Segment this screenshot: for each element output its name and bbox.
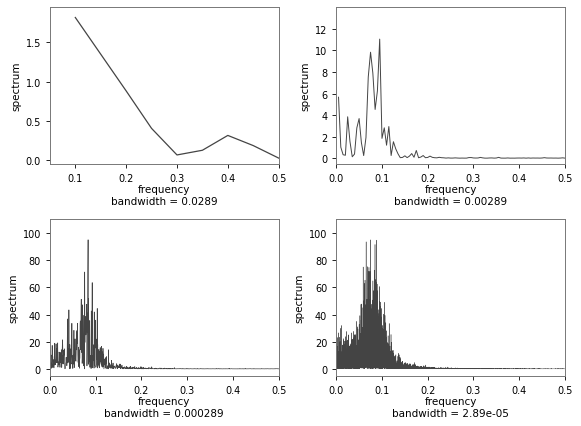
Y-axis label: spectrum: spectrum: [12, 61, 21, 111]
X-axis label: frequency
bandwidth = 0.00289: frequency bandwidth = 0.00289: [394, 184, 507, 206]
Y-axis label: spectrum: spectrum: [8, 273, 19, 322]
Y-axis label: spectrum: spectrum: [295, 273, 304, 322]
X-axis label: frequency
bandwidth = 0.000289: frequency bandwidth = 0.000289: [105, 396, 224, 417]
X-axis label: frequency
bandwidth = 0.0289: frequency bandwidth = 0.0289: [111, 184, 218, 206]
X-axis label: frequency
bandwidth = 2.89e-05: frequency bandwidth = 2.89e-05: [392, 396, 509, 417]
Y-axis label: spectrum: spectrum: [300, 61, 311, 111]
